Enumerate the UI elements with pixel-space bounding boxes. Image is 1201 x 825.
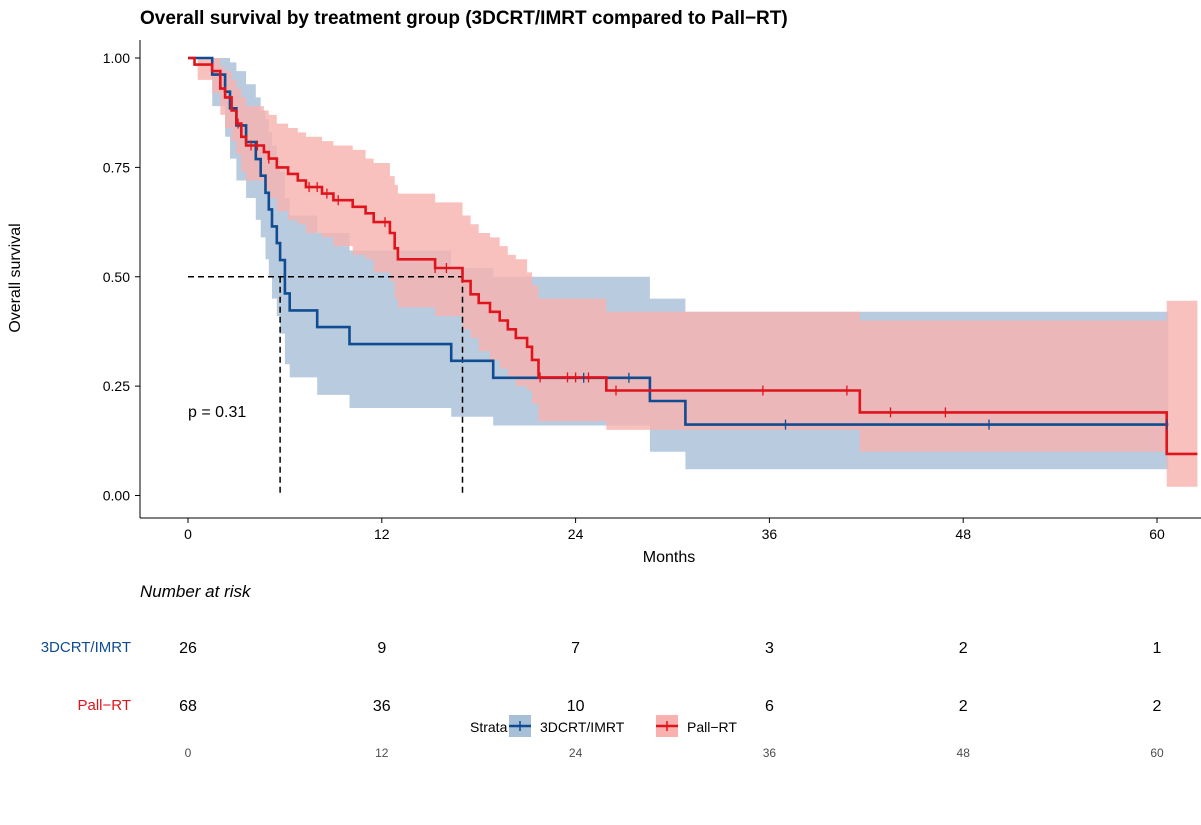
x-tick-label: 12 bbox=[374, 526, 390, 542]
y-tick-label: 0.25 bbox=[103, 378, 130, 394]
risk-count-pall-rt: 2 bbox=[959, 698, 968, 715]
risk-count-3dcrt-imrt: 2 bbox=[959, 640, 968, 657]
p-value-label: p = 0.31 bbox=[188, 404, 246, 421]
risk-count-3dcrt-imrt: 3 bbox=[765, 640, 774, 657]
risk-count-3dcrt-imrt: 7 bbox=[571, 640, 580, 657]
risk-row-label-3dcrt-imrt: 3DCRT/IMRT bbox=[41, 639, 131, 656]
legend-label-3dcrt-imrt: 3DCRT/IMRT bbox=[540, 719, 625, 735]
risk-table-title: Number at risk bbox=[140, 582, 252, 601]
risk-count-3dcrt-imrt: 9 bbox=[377, 640, 386, 657]
x-tick-label: 0 bbox=[184, 526, 192, 542]
risk-time-label: 60 bbox=[1150, 746, 1164, 760]
censor-marks bbox=[237, 118, 1168, 430]
risk-count-pall-rt: 6 bbox=[765, 698, 774, 715]
survival-curves bbox=[188, 56, 1198, 456]
y-axis-ticks: 0.00 0.25 0.50 0.75 1.00 bbox=[103, 50, 140, 504]
x-tick-label: 60 bbox=[1149, 526, 1165, 542]
x-axis-ticks: 0 12 24 36 48 60 bbox=[184, 518, 1165, 542]
risk-time-label: 24 bbox=[569, 746, 583, 760]
legend-title: Strata bbox=[470, 719, 508, 735]
legend-label-pall-rt: Pall−RT bbox=[687, 719, 737, 735]
y-tick-label: 0.75 bbox=[103, 159, 130, 175]
risk-count-pall-rt: 10 bbox=[567, 698, 585, 715]
x-tick-label: 36 bbox=[762, 526, 778, 542]
y-axis-label: Overall survival bbox=[7, 223, 24, 332]
y-tick-label: 1.00 bbox=[103, 50, 130, 66]
x-tick-label: 48 bbox=[955, 526, 971, 542]
confidence-band-pall-rt bbox=[188, 58, 1198, 487]
risk-count-pall-rt: 68 bbox=[179, 698, 197, 715]
chart-title: Overall survival by treatment group (3DC… bbox=[140, 8, 788, 29]
risk-row-label-pall-rt: Pall−RT bbox=[78, 697, 132, 714]
survival-curve-pall-rt bbox=[188, 56, 1198, 456]
risk-time-label: 0 bbox=[185, 746, 192, 760]
risk-count-3dcrt-imrt: 26 bbox=[179, 640, 197, 657]
risk-time-label: 12 bbox=[375, 746, 389, 760]
risk-count-3dcrt-imrt: 1 bbox=[1153, 640, 1162, 657]
survival-curve-3dcrt-imrt bbox=[188, 56, 1169, 426]
risk-table: 3DCRT/IMRT 26 9 7 3 2 1 Pall−RT 68 36 10 6 2 2 0 12 24 36… bbox=[41, 639, 1164, 760]
confidence-bands bbox=[188, 58, 1198, 487]
risk-time-label: 36 bbox=[763, 746, 777, 760]
legend: Strata 3DCRT/IMRT Pall−RT bbox=[470, 715, 737, 737]
y-tick-label: 0.00 bbox=[103, 488, 130, 504]
risk-time-label: 48 bbox=[957, 746, 971, 760]
y-tick-label: 0.50 bbox=[103, 269, 130, 285]
x-tick-label: 24 bbox=[568, 526, 584, 542]
risk-count-pall-rt: 2 bbox=[1153, 698, 1162, 715]
median-reference-lines bbox=[188, 276, 464, 496]
risk-count-pall-rt: 36 bbox=[373, 698, 391, 715]
x-axis-label: Months bbox=[643, 549, 695, 566]
